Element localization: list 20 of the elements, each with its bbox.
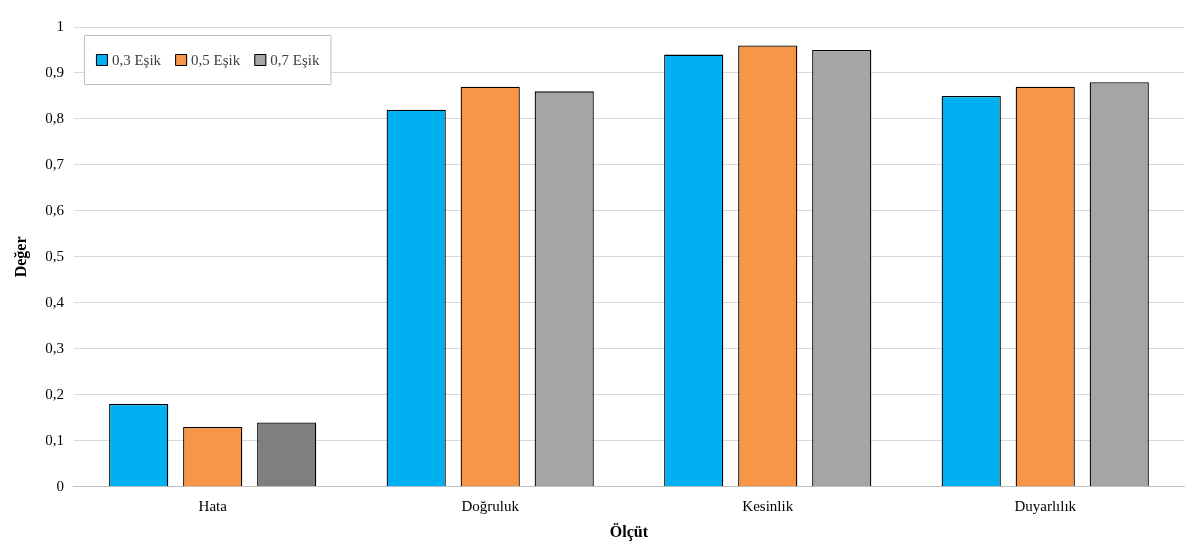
x-tick-label: Doğruluk bbox=[461, 497, 520, 514]
y-tick-label: 0,1 bbox=[45, 431, 64, 448]
y-tick-label: 0,5 bbox=[45, 247, 64, 264]
x-tick-label: Duyarlılık bbox=[1014, 497, 1077, 514]
y-tick-label: 0 bbox=[56, 477, 64, 494]
y-tick-label: 0,4 bbox=[45, 293, 65, 310]
y-tick-label: 0,2 bbox=[45, 385, 64, 402]
y-tick-label: 0,8 bbox=[45, 109, 64, 126]
legend-label: 0,3 Eşik bbox=[111, 51, 162, 68]
y-axis-title: Değer bbox=[11, 236, 30, 278]
y-tick-label: 1 bbox=[56, 17, 64, 34]
y-tick-label: 0,6 bbox=[45, 201, 65, 218]
y-tick-label: 0,9 bbox=[45, 63, 64, 80]
legend-label: 0,5 Eşik bbox=[191, 51, 241, 68]
x-tick-label: Kesinlik bbox=[742, 497, 794, 514]
y-tick-label: 0,3 bbox=[45, 339, 64, 356]
legend-label: 0,7 Eşik bbox=[270, 51, 320, 68]
x-tick-label: Hata bbox=[198, 497, 228, 514]
y-tick-label: 0,7 bbox=[45, 155, 65, 172]
x-axis-title: Ölçüt bbox=[609, 522, 649, 541]
